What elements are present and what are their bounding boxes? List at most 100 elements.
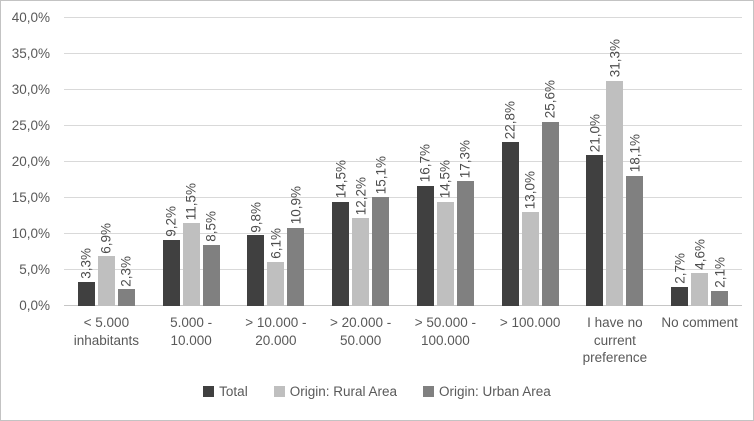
- bar-origin-rural-area: [182, 223, 200, 306]
- legend-label: Origin: Urban Area: [439, 384, 551, 399]
- y-axis-tick-label: 30,0%: [11, 82, 50, 97]
- y-axis-tick-label: 35,0%: [11, 46, 50, 61]
- bar-origin-rural-area: [97, 256, 115, 306]
- bar-total: [416, 185, 434, 306]
- bar-value-label: 2,1%: [712, 257, 728, 288]
- bar-total: [501, 141, 519, 306]
- bar-total: [247, 235, 265, 306]
- bar-origin-urban-area: [372, 197, 390, 306]
- bar-value-label: 4,6%: [692, 239, 708, 270]
- legend: Total Origin: Rural Area Origin: Urban Are…: [1, 384, 753, 399]
- gridline: [64, 53, 742, 54]
- x-axis-category-label: No comment: [661, 315, 738, 330]
- bar-total: [162, 239, 180, 306]
- bar-value-label: 12,2%: [353, 176, 369, 216]
- bar-origin-rural-area: [436, 201, 454, 306]
- gridline: [64, 161, 742, 162]
- bar-total: [332, 201, 350, 306]
- bar-value-label: 9,8%: [248, 201, 264, 233]
- bar-group: 21,0% 31,3% 18,1%: [573, 18, 658, 306]
- bar-slot: 9,2%: [162, 18, 180, 306]
- bar-value-label: 14,5%: [437, 160, 453, 199]
- bar-value-label: 6,1%: [268, 228, 284, 260]
- bar-group: 22,8% 13,0% 25,6%: [488, 18, 573, 306]
- bar-value-label: 6,9%: [98, 222, 114, 254]
- bar-slot: 14,5%: [436, 18, 454, 306]
- bar-slot: 8,5%: [202, 18, 220, 306]
- bar-group: 9,2% 11,5% 8,5%: [149, 18, 234, 306]
- x-axis-line: [64, 305, 742, 306]
- bar-slot: 13,0%: [521, 18, 539, 306]
- bar-origin-rural-area: [267, 262, 285, 306]
- gridline: [64, 89, 742, 90]
- bar-value-label: 2,3%: [118, 255, 134, 287]
- bar-total: [77, 282, 95, 306]
- bar-value-label: 14,5%: [333, 160, 349, 199]
- bar-group: 2,7% 4,6% 2,1%: [657, 18, 742, 306]
- bar-value-label: 31,3%: [607, 39, 623, 78]
- legend-swatch-icon: [203, 386, 215, 397]
- bar-slot: 16,7%: [416, 18, 434, 306]
- bar-origin-urban-area: [711, 290, 729, 306]
- x-axis-category-label: > 100.000: [499, 315, 561, 330]
- x-axis-category-label: 5.000 - 10.000: [170, 315, 213, 348]
- x-axis-category-label: > 10.000 - 20.000: [245, 315, 307, 348]
- bar-slot: 18,1%: [626, 18, 644, 306]
- bar-value-label: 25,6%: [542, 80, 558, 119]
- bar-slot: 31,3%: [606, 18, 624, 306]
- y-axis-tick-label: 20,0%: [11, 154, 50, 169]
- bar-origin-rural-area: [691, 272, 709, 306]
- bar-value-label: 10,9%: [288, 186, 304, 225]
- y-axis-tick-label: 40,0%: [11, 10, 50, 25]
- legend-item: Total: [203, 384, 248, 399]
- bar-slot: 3,3%: [77, 18, 95, 306]
- bar-slot: 22,8%: [501, 18, 519, 306]
- bar-slot: 14,5%: [332, 18, 350, 306]
- legend-label: Origin: Rural Area: [289, 384, 397, 399]
- bar-value-label: 21,0%: [587, 113, 603, 152]
- bar-slot: 11,5%: [182, 18, 200, 306]
- bar-value-label: 11,5%: [183, 182, 199, 221]
- bar-slot: 25,6%: [541, 18, 559, 306]
- x-axis: < 5.000 inhabitants 5.000 - 10.000 > 10.00…: [64, 314, 742, 367]
- bar-slot: 17,3%: [456, 18, 474, 306]
- bar-slot: 21,0%: [586, 18, 604, 306]
- bar-origin-urban-area: [287, 227, 305, 306]
- bar-value-label: 18,1%: [627, 134, 643, 173]
- y-axis-tick-label: 25,0%: [11, 118, 50, 133]
- legend-swatch-icon: [423, 386, 434, 397]
- gridline: [64, 233, 742, 234]
- bar-slot: 4,6%: [691, 18, 709, 306]
- bar-total: [671, 286, 689, 306]
- legend-item: Origin: Rural Area: [273, 384, 397, 399]
- bar-slot: 6,9%: [97, 18, 115, 306]
- plot-area: 3,3% 6,9% 2,3% 9,2% 11,5% 8,5% 9,8% 6,1% 10,9% 14…: [64, 17, 742, 306]
- bar-total: [586, 154, 604, 306]
- bar-origin-rural-area: [352, 218, 370, 306]
- bar-origin-urban-area: [202, 244, 220, 306]
- y-axis: 0,0% 5,0% 10,0% 15,0% 20,0% 25,0% 30,0% 35,0% 40…: [1, 10, 56, 313]
- legend-label: Total: [219, 384, 248, 399]
- bar-value-label: 13,0%: [522, 171, 538, 210]
- bar-slot: 2,3%: [117, 18, 135, 306]
- bar-group: 3,3% 6,9% 2,3%: [64, 18, 149, 306]
- y-axis-tick-label: 15,0%: [11, 190, 50, 205]
- bar-value-label: 8,5%: [203, 211, 219, 242]
- bar-group: 9,8% 6,1% 10,9%: [234, 18, 319, 306]
- bar-slot: 12,2%: [352, 18, 370, 306]
- bar-value-label: 9,2%: [163, 205, 179, 237]
- legend-item: Origin: Urban Area: [423, 384, 551, 399]
- bar-origin-urban-area: [456, 181, 474, 306]
- bar-slot: 2,7%: [671, 18, 689, 306]
- y-axis-tick-label: 10,0%: [11, 226, 50, 241]
- gridline: [64, 125, 742, 126]
- bar-value-label: 16,7%: [417, 144, 433, 183]
- bar-slot: 9,8%: [247, 18, 265, 306]
- bar-origin-urban-area: [541, 121, 559, 306]
- bar-group: 14,5% 12,2% 15,1%: [318, 18, 403, 306]
- bar-value-label: 17,3%: [457, 140, 473, 179]
- x-axis-category-label: I have no current preference: [582, 315, 648, 366]
- bar-value-label: 3,3%: [78, 248, 94, 280]
- x-axis-category-label: < 5.000 inhabitants: [73, 315, 140, 348]
